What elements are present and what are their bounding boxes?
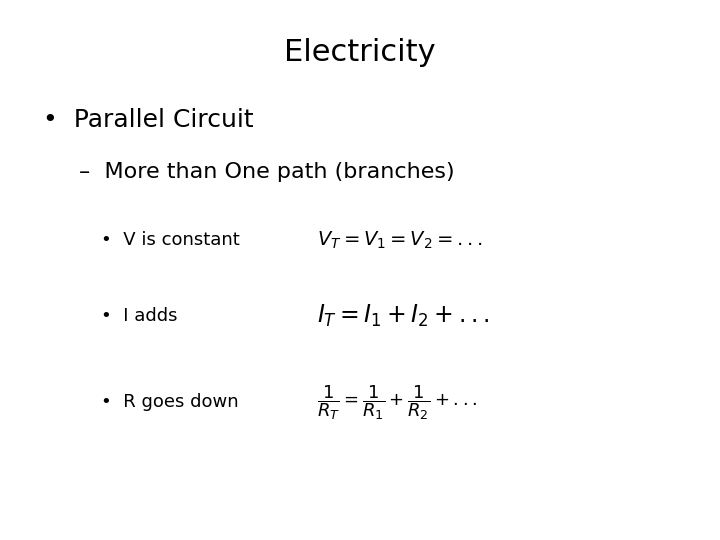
Text: •  Parallel Circuit: • Parallel Circuit — [43, 108, 254, 132]
Text: –  More than One path (branches): – More than One path (branches) — [79, 162, 455, 182]
Text: •  R goes down: • R goes down — [101, 393, 238, 411]
Text: •  V is constant: • V is constant — [101, 231, 240, 249]
Text: •  I adds: • I adds — [101, 307, 177, 325]
Text: Electricity: Electricity — [284, 38, 436, 67]
Text: $I_T = I_1 + I_2 + ...$: $I_T = I_1 + I_2 + ...$ — [317, 303, 489, 329]
Text: $V_T = V_1 = V_2 = ...$: $V_T = V_1 = V_2 = ...$ — [317, 230, 482, 251]
Text: $\dfrac{1}{R_T} = \dfrac{1}{R_1} + \dfrac{1}{R_2} + ...$: $\dfrac{1}{R_T} = \dfrac{1}{R_1} + \dfra… — [317, 383, 477, 422]
